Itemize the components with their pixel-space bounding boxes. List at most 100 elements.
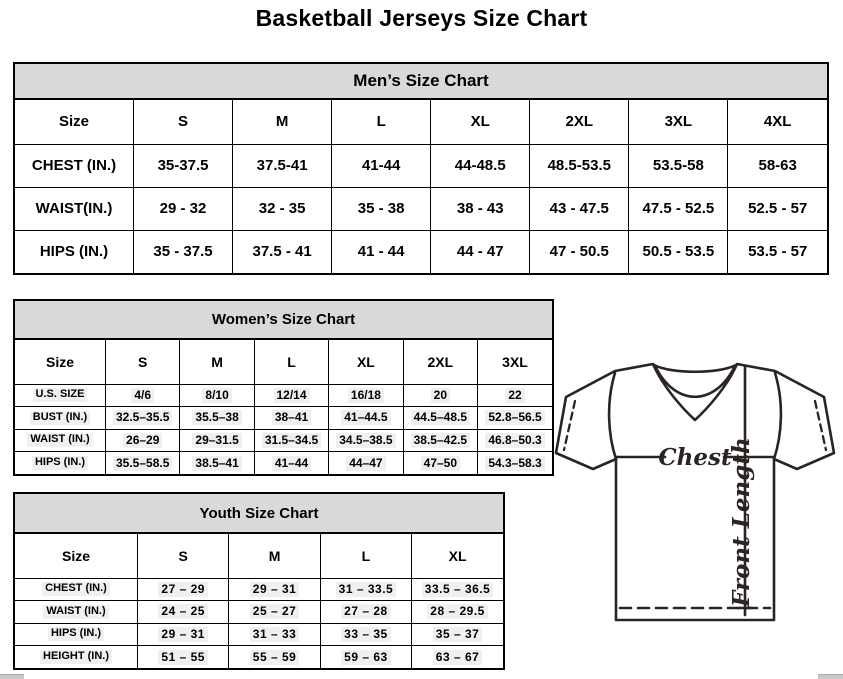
size-value-cell: 32.5–35.5 xyxy=(104,406,181,430)
cell-text: CHEST (IN.) xyxy=(42,582,110,597)
size-value-cell: 27 – 28 xyxy=(319,600,413,624)
cell-text: 38.5–41 xyxy=(192,455,242,471)
size-value-cell: 38.5–42.5 xyxy=(402,428,479,452)
cell-text: 44-48.5 xyxy=(454,157,506,174)
size-column-header: L xyxy=(253,340,330,385)
size-value-cell: 47.5 - 52.5 xyxy=(628,186,729,231)
youth-size-table: Size S M L XL CHEST (IN.) 27 – 29 29 – 31 31 – 3… xyxy=(15,534,503,668)
cell-text: WAIST (IN.) xyxy=(27,433,93,448)
scrollbar-piece-right[interactable] xyxy=(818,674,843,679)
cell-text: 43 - 47.5 xyxy=(549,200,609,217)
cell-text: 50.5 - 53.5 xyxy=(642,243,715,261)
page-title: Basketball Jerseys Size Chart xyxy=(255,5,588,31)
cell-text: 41-44 xyxy=(361,157,401,174)
size-column-header: L xyxy=(319,534,413,579)
sleeve-cuff-dashes xyxy=(562,399,828,452)
cell-text: 52.5 - 57 xyxy=(748,200,808,217)
size-value-cell: 33.5 – 36.5 xyxy=(411,577,503,601)
measurement-row-label: WAIST (IN.) xyxy=(15,600,138,624)
cell-text: 58-63 xyxy=(758,157,797,174)
cell-text: 59 – 63 xyxy=(341,649,391,665)
size-value-cell: 16/18 xyxy=(328,383,404,407)
womens-chart-header: Women’s Size Chart xyxy=(15,301,552,340)
cell-text: 53.5-58 xyxy=(652,157,704,174)
cell-text: 29 - 32 xyxy=(159,200,207,217)
cell-text: CHEST (IN.) xyxy=(31,157,117,174)
cell-text: 29 – 31 xyxy=(249,581,300,597)
size-value-cell: 8/10 xyxy=(179,383,255,407)
cell-text: 27 – 28 xyxy=(341,604,391,620)
cell-text: 27 – 29 xyxy=(158,581,208,597)
size-value-cell: 31.5–34.5 xyxy=(253,428,330,452)
womens-size-chart: Women’s Size Chart Size S M L XL 2XL 3XL U.S. S… xyxy=(13,299,554,476)
measurement-row: BUST (IN.) 32.5–35.5 35.5–38 38–41 41–44.5 44… xyxy=(15,406,552,430)
measurement-row-label: HEIGHT (IN.) xyxy=(15,645,138,668)
scrollbar-piece-left[interactable] xyxy=(0,674,24,679)
size-value-cell: 28 – 29.5 xyxy=(411,600,503,624)
measurement-row: HIPS (IN.) 35 - 37.5 37.5 - 41 41 - 44 44 - … xyxy=(15,229,827,273)
measurement-row-label: WAIST(IN.) xyxy=(15,186,134,231)
size-value-cell: 47 - 50.5 xyxy=(529,229,630,273)
size-value-cell: 44 - 47 xyxy=(430,229,531,273)
size-value-cell: 29 – 31 xyxy=(228,577,321,601)
size-value-cell: 37.5-41 xyxy=(232,143,333,188)
cell-text: 47.5 - 52.5 xyxy=(642,200,715,217)
mens-size-chart: Men’s Size Chart Size S M L XL 2XL 3XL 4XL CHEST… xyxy=(13,62,829,275)
size-column-header: XL xyxy=(411,534,503,579)
size-value-cell: 43 - 47.5 xyxy=(529,186,630,231)
measurement-row: HIPS (IN.) 35.5–58.5 38.5–41 41–44 44–47 47–5… xyxy=(15,451,552,474)
size-column-header: M xyxy=(232,100,333,145)
measurement-row: U.S. SIZE 4/6 8/10 12/14 16/18 20 22 xyxy=(15,383,552,407)
size-value-cell: 52.8–56.5 xyxy=(477,406,552,430)
size-value-cell: 27 – 29 xyxy=(136,577,230,601)
cell-text: 20 xyxy=(430,387,450,403)
measurement-row-label: CHEST (IN.) xyxy=(15,143,134,188)
cell-text: 44 - 47 xyxy=(456,243,504,261)
measurement-row: CHEST (IN.) 27 – 29 29 – 31 31 – 33.5 33.5 –… xyxy=(15,577,503,601)
measurement-row: WAIST (IN.) 26–29 29–31.5 31.5–34.5 34.5–38.… xyxy=(15,428,552,452)
cell-text: 47–50 xyxy=(420,455,461,471)
chest-label: Chest xyxy=(658,444,732,471)
cell-text: 25 – 27 xyxy=(249,604,300,620)
size-value-cell: 47–50 xyxy=(402,451,479,474)
cell-text: 38.5–42.5 xyxy=(410,432,471,448)
size-value-cell: 4/6 xyxy=(104,383,181,407)
size-column-header: L xyxy=(331,100,432,145)
cell-text: 38 - 43 xyxy=(456,200,504,217)
measurement-row: WAIST (IN.) 24 – 25 25 – 27 27 – 28 28 – 29.… xyxy=(15,600,503,624)
size-column-header: 2XL xyxy=(402,340,479,385)
size-value-cell: 58-63 xyxy=(727,143,827,188)
size-header-row: Size S M L XL 2XL 3XL xyxy=(15,340,552,385)
size-column-header: XL xyxy=(430,100,531,145)
size-value-cell: 41–44.5 xyxy=(328,406,404,430)
size-value-cell: 26–29 xyxy=(104,428,181,452)
size-value-cell: 35.5–38 xyxy=(179,406,255,430)
mens-chart-header: Men’s Size Chart xyxy=(15,64,827,100)
size-value-cell: 32 - 35 xyxy=(232,186,333,231)
jersey-outline-shape xyxy=(554,362,836,622)
cell-text: 32 - 35 xyxy=(258,200,306,217)
cell-text: 35 – 37 xyxy=(432,626,483,642)
size-value-cell: 37.5 - 41 xyxy=(232,229,333,273)
cell-text: WAIST(IN.) xyxy=(35,200,113,217)
cell-text: 31.5–34.5 xyxy=(261,432,322,448)
size-value-cell: 29 – 31 xyxy=(136,622,230,646)
size-value-cell: 50.5 - 53.5 xyxy=(628,229,729,273)
cell-text: 63 – 67 xyxy=(432,649,483,665)
size-value-cell: 31 – 33 xyxy=(228,622,321,646)
cell-text: 22 xyxy=(505,387,525,403)
size-value-cell: 35 - 37.5 xyxy=(132,229,234,273)
cell-text: HIPS (IN.) xyxy=(39,243,109,261)
size-value-cell: 31 – 33.5 xyxy=(319,577,413,601)
size-value-cell: 41 - 44 xyxy=(331,229,432,273)
cell-text: 37.5 - 41 xyxy=(252,243,312,261)
cell-text: 34.5–38.5 xyxy=(336,432,396,448)
size-value-cell: 29 - 32 xyxy=(132,186,234,231)
size-value-cell: 48.5-53.5 xyxy=(529,143,630,188)
size-value-cell: 52.5 - 57 xyxy=(727,186,827,231)
size-value-cell: 35 - 38 xyxy=(331,186,432,231)
size-value-cell: 53.5-58 xyxy=(628,143,729,188)
cell-text: 41–44 xyxy=(271,455,312,471)
measurement-row-label: BUST (IN.) xyxy=(15,406,106,430)
size-value-cell: 24 – 25 xyxy=(136,600,230,624)
